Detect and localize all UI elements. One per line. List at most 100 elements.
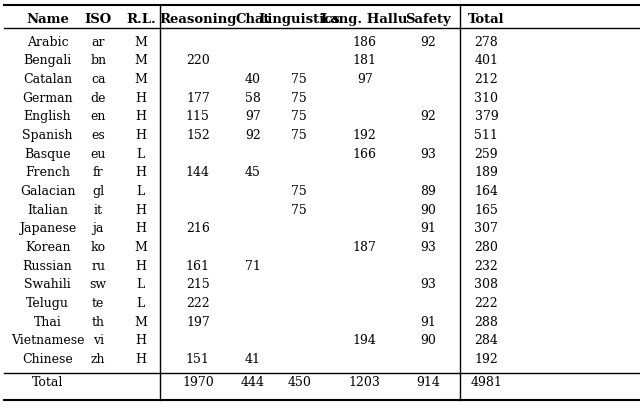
Text: German: German (22, 92, 73, 105)
Text: Vietnamese: Vietnamese (11, 335, 84, 348)
Text: H: H (135, 92, 147, 105)
Text: L: L (136, 185, 145, 198)
Text: 97: 97 (356, 73, 372, 86)
Text: es: es (92, 129, 105, 142)
Text: Safety: Safety (405, 13, 451, 26)
Text: 41: 41 (245, 353, 261, 366)
Text: 181: 181 (353, 54, 376, 67)
Text: bn: bn (90, 54, 106, 67)
Text: H: H (135, 166, 147, 179)
Text: 75: 75 (291, 110, 307, 123)
Text: 144: 144 (186, 166, 210, 179)
Text: 71: 71 (245, 260, 261, 273)
Text: 215: 215 (186, 279, 210, 292)
Text: 90: 90 (420, 335, 436, 348)
Text: ISO: ISO (84, 13, 112, 26)
Text: 1203: 1203 (349, 377, 381, 389)
Text: it: it (94, 204, 103, 217)
Text: vi: vi (93, 335, 104, 348)
Text: 75: 75 (291, 204, 307, 217)
Text: Chat: Chat (236, 13, 270, 26)
Text: Lang. Hallu: Lang. Hallu (321, 13, 408, 26)
Text: 401: 401 (474, 54, 499, 67)
Text: 115: 115 (186, 110, 210, 123)
Text: H: H (135, 129, 147, 142)
Text: 89: 89 (420, 185, 436, 198)
Text: 220: 220 (186, 54, 210, 67)
Text: Russian: Russian (22, 260, 72, 273)
Text: 511: 511 (474, 129, 499, 142)
Text: 92: 92 (245, 129, 261, 142)
Text: 288: 288 (474, 316, 499, 329)
Text: 93: 93 (420, 241, 436, 254)
Text: 1970: 1970 (182, 377, 214, 389)
Text: 450: 450 (287, 377, 311, 389)
Text: M: M (134, 316, 147, 329)
Text: 75: 75 (291, 73, 307, 86)
Text: 222: 222 (186, 297, 210, 310)
Text: Reasoning: Reasoning (159, 13, 237, 26)
Text: 310: 310 (474, 92, 499, 105)
Text: L: L (136, 148, 145, 161)
Text: 166: 166 (353, 148, 376, 161)
Text: Galacian: Galacian (20, 185, 76, 198)
Text: eu: eu (91, 148, 106, 161)
Text: 92: 92 (420, 36, 436, 49)
Text: de: de (90, 92, 106, 105)
Text: 189: 189 (474, 166, 499, 179)
Text: 212: 212 (474, 73, 499, 86)
Text: 259: 259 (475, 148, 498, 161)
Text: M: M (134, 241, 147, 254)
Text: 4981: 4981 (470, 377, 502, 389)
Text: ru: ru (92, 260, 105, 273)
Text: L: L (136, 297, 145, 310)
Text: zh: zh (91, 353, 106, 366)
Text: 308: 308 (474, 279, 499, 292)
Text: ar: ar (92, 36, 105, 49)
Text: fr: fr (93, 166, 104, 179)
Text: 40: 40 (245, 73, 261, 86)
Text: Thai: Thai (33, 316, 61, 329)
Text: en: en (91, 110, 106, 123)
Text: 192: 192 (353, 129, 376, 142)
Text: te: te (92, 297, 104, 310)
Text: 75: 75 (291, 185, 307, 198)
Text: 177: 177 (186, 92, 210, 105)
Text: th: th (92, 316, 105, 329)
Text: ca: ca (91, 73, 106, 86)
Text: 197: 197 (186, 316, 210, 329)
Text: 93: 93 (420, 279, 436, 292)
Text: 232: 232 (474, 260, 499, 273)
Text: Spanish: Spanish (22, 129, 73, 142)
Text: 165: 165 (474, 204, 499, 217)
Text: 164: 164 (474, 185, 499, 198)
Text: Catalan: Catalan (23, 73, 72, 86)
Text: English: English (24, 110, 71, 123)
Text: H: H (135, 353, 147, 366)
Text: Korean: Korean (25, 241, 70, 254)
Text: sw: sw (90, 279, 107, 292)
Text: H: H (135, 110, 147, 123)
Text: R.L.: R.L. (126, 13, 156, 26)
Text: H: H (135, 260, 147, 273)
Text: 75: 75 (291, 129, 307, 142)
Text: Name: Name (26, 13, 69, 26)
Text: 194: 194 (353, 335, 376, 348)
Text: Bengali: Bengali (24, 54, 72, 67)
Text: French: French (25, 166, 70, 179)
Text: 93: 93 (420, 148, 436, 161)
Text: ko: ko (91, 241, 106, 254)
Text: 192: 192 (474, 353, 499, 366)
Text: Swahili: Swahili (24, 279, 71, 292)
Text: ja: ja (93, 222, 104, 235)
Text: H: H (135, 204, 147, 217)
Text: 91: 91 (420, 316, 436, 329)
Text: 75: 75 (291, 92, 307, 105)
Text: 278: 278 (474, 36, 499, 49)
Text: Chinese: Chinese (22, 353, 73, 366)
Text: Total: Total (468, 13, 505, 26)
Text: Linguistics: Linguistics (259, 13, 340, 26)
Text: 216: 216 (186, 222, 210, 235)
Text: 45: 45 (245, 166, 261, 179)
Text: 152: 152 (186, 129, 210, 142)
